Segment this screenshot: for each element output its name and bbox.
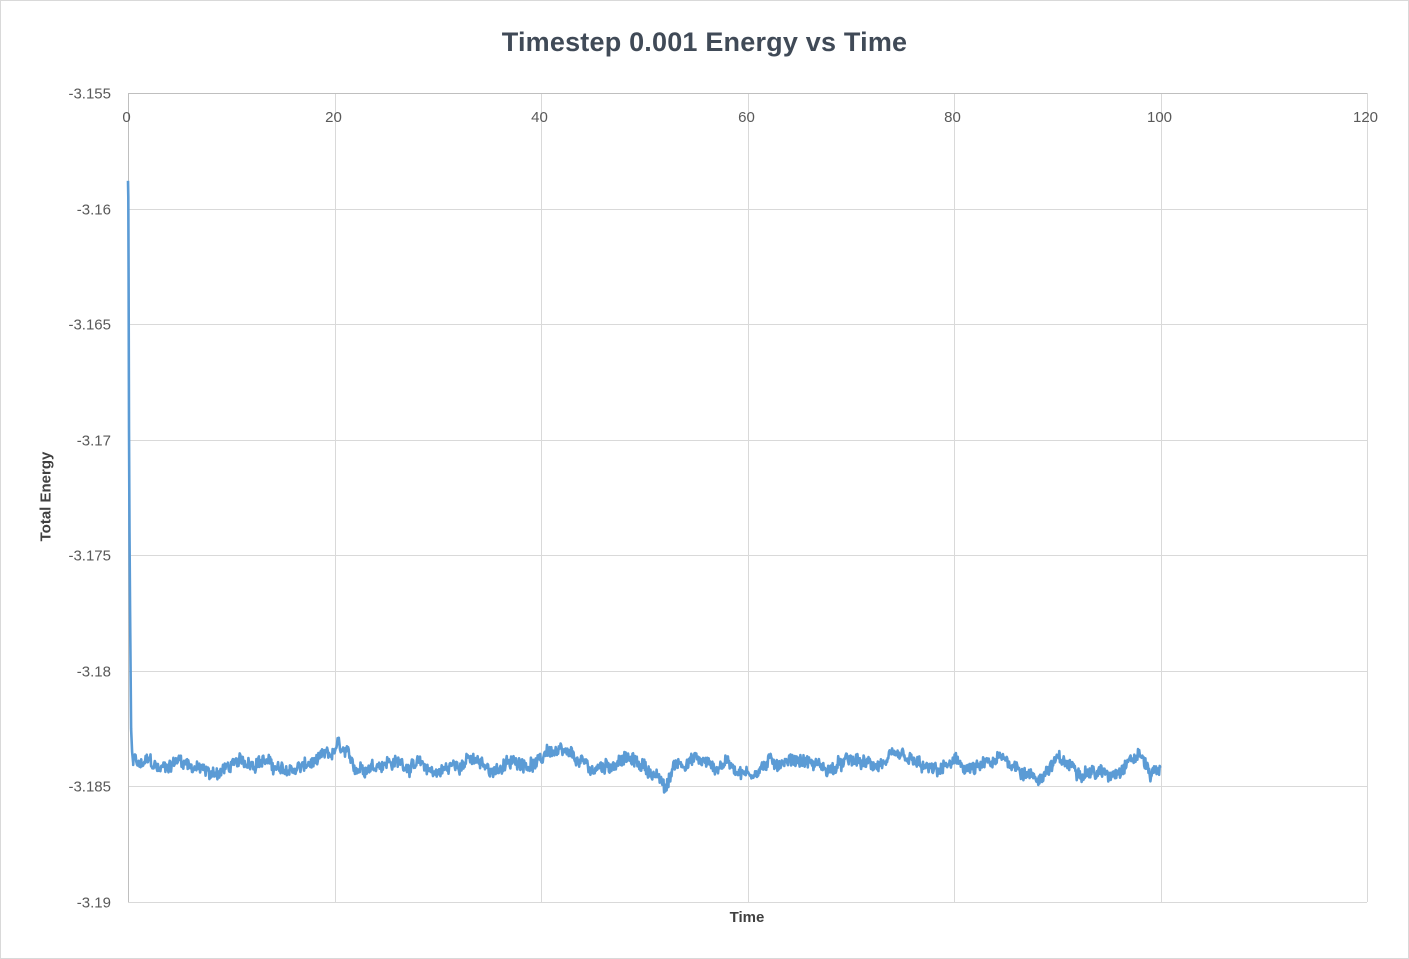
series-line-total-energy <box>126 180 1162 794</box>
x-tick-label: 40 <box>531 109 548 126</box>
y-tick-label: -3.17 <box>77 433 111 450</box>
y-tick-label: -3.165 <box>68 317 111 334</box>
y-axis-label: Total Energy <box>37 451 55 542</box>
x-tick-label: 60 <box>738 109 755 126</box>
gridlines <box>128 93 1368 903</box>
x-axis-label: Time <box>729 909 765 926</box>
x-tick-label: 0 <box>122 109 130 126</box>
y-tick-label: -3.19 <box>77 895 111 912</box>
tick-labels: -3.155 -3.16 -3.165 -3.17 -3.175 -3.18 -3.185 -… <box>68 86 1378 912</box>
series-layer <box>126 180 1162 794</box>
y-tick-label: -3.175 <box>68 548 111 565</box>
x-tick-label: 80 <box>944 109 961 126</box>
x-tick-label: 20 <box>325 109 342 126</box>
chart-title: Timestep 0.001 Energy vs Time <box>501 27 908 57</box>
y-tick-label: -3.16 <box>77 202 111 219</box>
x-tick-label: 120 <box>1353 109 1378 126</box>
y-tick-label: -3.18 <box>77 664 111 681</box>
y-tick-label: -3.155 <box>68 86 111 103</box>
x-tick-label: 100 <box>1147 109 1172 126</box>
y-tick-label: -3.185 <box>68 779 111 796</box>
axes <box>128 93 1367 902</box>
